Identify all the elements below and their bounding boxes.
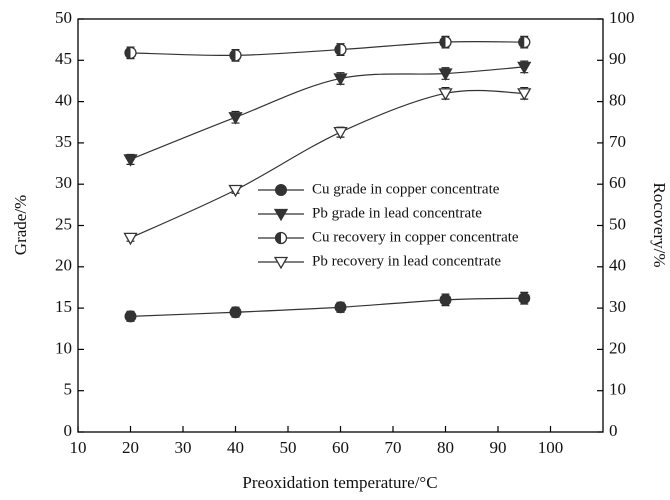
marker xyxy=(334,301,347,314)
marker xyxy=(333,127,348,140)
marker xyxy=(123,232,138,246)
x-tick-label: 30 xyxy=(175,438,192,457)
x-axis-label: Preoxidation temperature/°C xyxy=(242,473,437,492)
marker xyxy=(517,88,532,101)
legend-label: Cu recovery in copper concentrate xyxy=(312,229,519,245)
y2-tick-label: 70 xyxy=(609,132,626,151)
y2-tick-label: 60 xyxy=(609,173,626,192)
y-tick-label: 30 xyxy=(55,173,72,192)
y-tick-label: 10 xyxy=(55,338,72,357)
series-line xyxy=(130,40,525,57)
y2-tick-label: 40 xyxy=(609,256,626,275)
marker xyxy=(229,306,242,319)
y2-tick-label: 100 xyxy=(609,8,635,27)
y-tick-label: 35 xyxy=(55,132,72,151)
marker xyxy=(229,49,242,62)
x-tick-label: 40 xyxy=(227,438,244,457)
y2-tick-label: 30 xyxy=(609,297,626,316)
marker xyxy=(228,184,243,198)
marker-half xyxy=(335,44,341,56)
x-tick-label: 80 xyxy=(437,438,454,457)
y-tick-label: 40 xyxy=(55,91,72,110)
y-tick-label: 0 xyxy=(64,421,73,440)
y2-tick-label: 50 xyxy=(609,214,626,233)
y2-tick-label: 0 xyxy=(609,421,618,440)
marker xyxy=(438,68,453,81)
marker xyxy=(518,35,531,49)
x-tick-label: 20 xyxy=(122,438,139,457)
marker-half xyxy=(518,36,525,48)
x-tick-label: 60 xyxy=(332,438,349,457)
legend-marker xyxy=(274,231,288,245)
marker-half xyxy=(440,36,446,48)
marker xyxy=(438,88,453,101)
y2-tick-label: 10 xyxy=(609,380,626,399)
y2-axis-label: Rocovery/% xyxy=(650,183,669,268)
y2-tick-label: 90 xyxy=(609,49,626,68)
legend-marker xyxy=(273,256,289,270)
marker xyxy=(517,61,532,75)
y-tick-label: 50 xyxy=(55,8,72,27)
y2-tick-label: 20 xyxy=(609,338,626,357)
marker xyxy=(124,310,137,323)
marker xyxy=(124,46,137,60)
x-tick-label: 50 xyxy=(280,438,297,457)
marker xyxy=(439,35,452,49)
y-tick-label: 20 xyxy=(55,256,72,275)
legend-label: Pb recovery in lead concentrate xyxy=(312,253,501,269)
legend: Cu grade in copper concentrate Pb grade i… xyxy=(258,181,519,269)
x-tick-label: 10 xyxy=(70,438,87,457)
marker xyxy=(123,154,138,167)
y-tick-label: 25 xyxy=(55,214,72,233)
marker-half xyxy=(230,49,236,61)
y-tick-label: 5 xyxy=(64,380,73,399)
y-tick-label: 45 xyxy=(55,49,72,68)
legend-marker xyxy=(273,208,289,222)
marker xyxy=(518,292,531,305)
x-tick-label: 70 xyxy=(385,438,402,457)
x-tick-label: 90 xyxy=(490,438,507,457)
y-tick-label: 15 xyxy=(55,297,72,316)
marker-half xyxy=(125,47,131,59)
marker xyxy=(439,293,452,306)
x-tick-label: 100 xyxy=(538,438,564,457)
series-line xyxy=(130,66,525,160)
y2-tick-label: 80 xyxy=(609,91,626,110)
y-axis-label: Grade/% xyxy=(11,195,30,255)
marker xyxy=(333,73,348,86)
legend-label: Cu grade in copper concentrate xyxy=(312,181,500,197)
series-line xyxy=(130,297,525,317)
legend-marker xyxy=(275,184,287,196)
marker xyxy=(228,112,243,125)
marker-half xyxy=(275,232,281,244)
marker xyxy=(334,43,347,56)
legend-label: Pb grade in lead concentrate xyxy=(312,205,482,221)
